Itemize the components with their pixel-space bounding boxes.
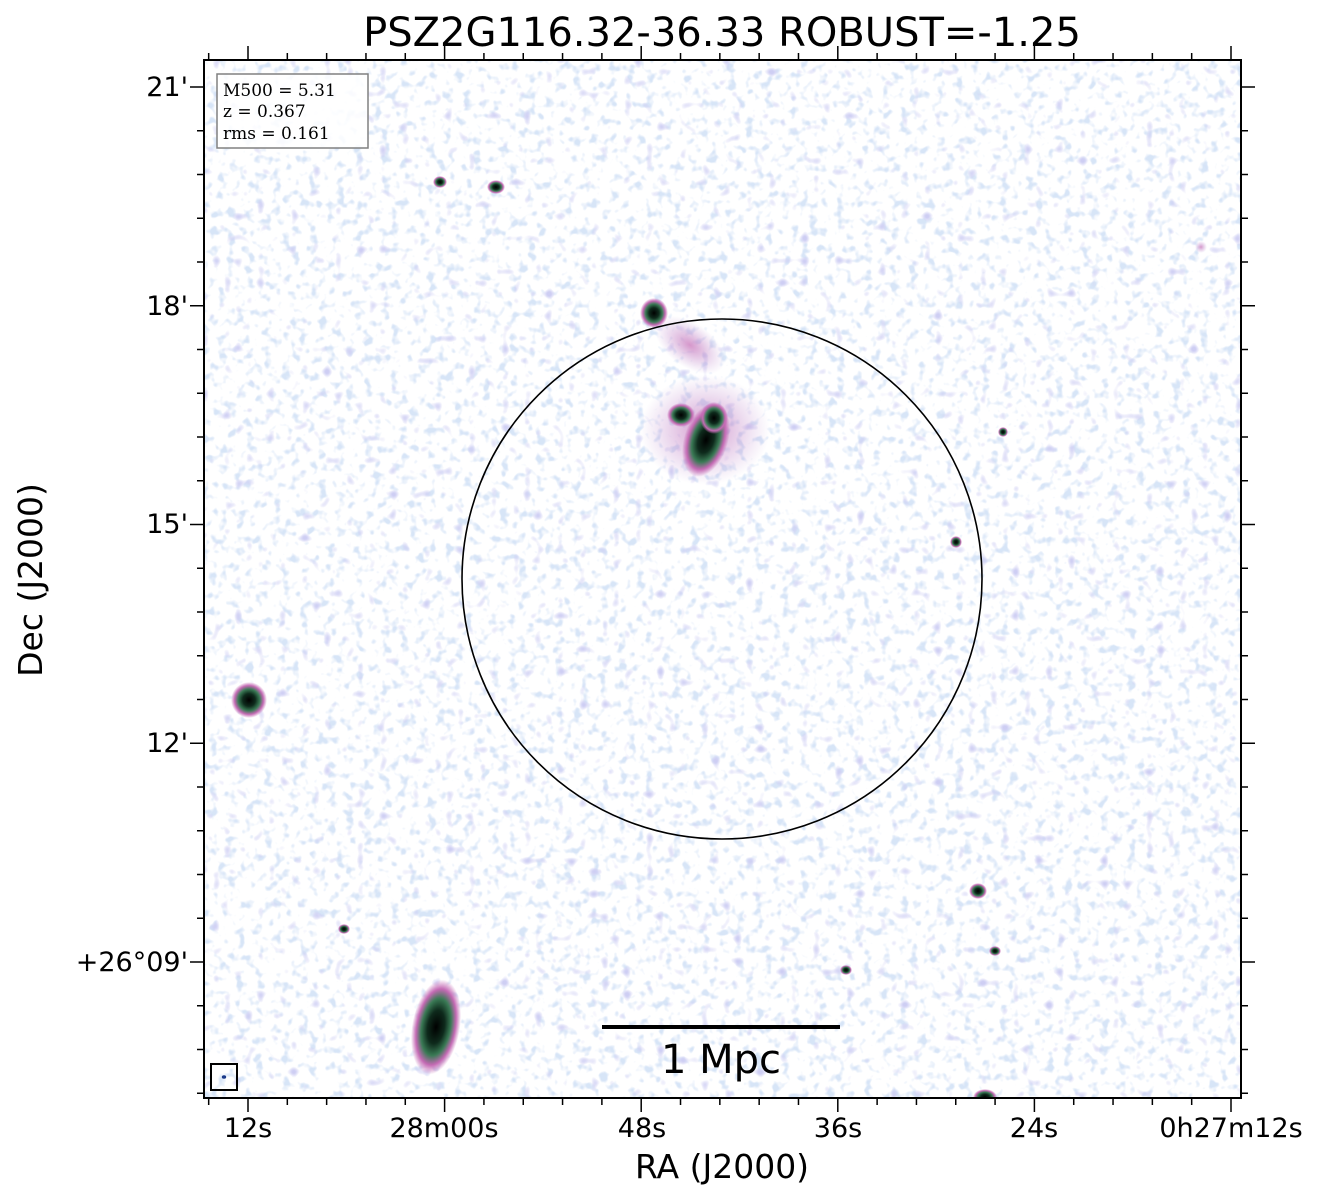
info-rms: rms = 0.161 bbox=[223, 124, 330, 144]
x-tick-label: 28m00s bbox=[389, 1113, 498, 1144]
y-tick-label: 21' bbox=[146, 72, 188, 103]
r500-circle bbox=[461, 318, 983, 840]
y-tick-labels: 21' 18' 15' 12' +26°09' bbox=[76, 72, 188, 978]
x-axis-label: RA (J2000) bbox=[635, 1147, 809, 1186]
x-tick-label: 36s bbox=[814, 1113, 862, 1144]
central-source bbox=[640, 298, 770, 485]
info-mass: M500 = 5.31 bbox=[223, 81, 336, 101]
info-redshift: z = 0.367 bbox=[223, 102, 306, 122]
beam-indicator bbox=[210, 1063, 238, 1091]
y-axis-label: Dec (J2000) bbox=[11, 483, 50, 677]
chart-title: PSZ2G116.32-36.33 ROBUST=-1.25 bbox=[363, 10, 1081, 56]
y-tick-label: 15' bbox=[146, 509, 188, 540]
y-tick-label: 12' bbox=[146, 728, 188, 759]
y-tick-label: 18' bbox=[146, 291, 188, 322]
x-tick-label: 48s bbox=[618, 1113, 666, 1144]
plot-frame bbox=[203, 59, 1242, 1099]
x-tick-label: 12s bbox=[224, 1113, 272, 1144]
y-tick-label: +26°09' bbox=[76, 947, 188, 978]
point-sources bbox=[231, 176, 1207, 1098]
x-tick-label: 24s bbox=[1010, 1113, 1058, 1144]
x-tick-label: 0h27m12s bbox=[1159, 1113, 1302, 1144]
scale-bar-label: 1 Mpc bbox=[661, 1037, 781, 1083]
scale-bar: 1 Mpc bbox=[602, 1025, 840, 1083]
info-box: M500 = 5.31 z = 0.367 rms = 0.161 bbox=[216, 73, 369, 149]
axis-ticks bbox=[190, 46, 1255, 1112]
map-image bbox=[204, 60, 1241, 1098]
x-tick-labels: 12s 28m00s 48s 36s 24s 0h27m12s bbox=[224, 1113, 1303, 1144]
